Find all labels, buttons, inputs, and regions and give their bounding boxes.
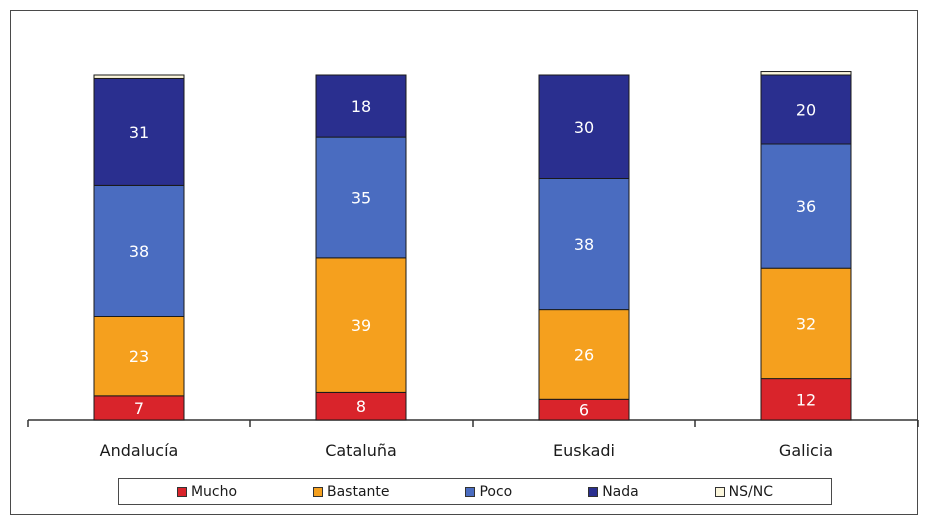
bar-mucho-catalu-a [315, 391, 407, 421]
legend-item-poco: Poco [465, 484, 512, 500]
data-label-mucho-galicia: 12 [796, 390, 816, 409]
bar-nada-catalu-a [315, 74, 407, 138]
bar-bastante-galicia [760, 267, 852, 380]
bar-ns-nc-galicia [760, 71, 852, 76]
legend-item-nada: Nada [588, 484, 639, 500]
x-tick-label-galicia: Galicia [779, 441, 833, 460]
data-label-bastante-catalu-a: 39 [351, 316, 371, 335]
bar-ns-nc-andaluc-a [93, 74, 185, 79]
legend-swatch-nada [588, 486, 599, 497]
data-label-nada-andaluc-a: 31 [129, 123, 149, 142]
bar-nada-andaluc-a [93, 77, 185, 186]
legend-item-mucho: Mucho [176, 483, 238, 500]
legend-swatch-bastante [313, 486, 323, 497]
data-label-bastante-andaluc-a: 23 [129, 347, 149, 366]
data-label-poco-catalu-a: 35 [351, 188, 371, 207]
data-label-mucho-euskadi: 6 [579, 401, 589, 420]
data-label-bastante-euskadi: 26 [574, 345, 594, 364]
data-label-nada-galicia: 20 [796, 101, 816, 120]
legend-label-ns-nc: NS/NC [728, 483, 773, 500]
bar-poco-euskadi [538, 178, 630, 311]
data-label-mucho-andaluc-a: 7 [134, 399, 144, 418]
bar-poco-catalu-a [315, 136, 407, 259]
data-label-poco-euskadi: 38 [574, 235, 594, 254]
data-label-bastante-galicia: 32 [796, 314, 816, 333]
chart-legend: Mucho Bastante Poco Nada NS/NC [118, 478, 832, 505]
bar-bastante-andaluc-a [93, 316, 185, 397]
legend-swatch-poco [465, 486, 476, 497]
bar-poco-galicia [760, 143, 852, 269]
bar-mucho-galicia [760, 378, 852, 421]
legend-item-bastante: Bastante [313, 484, 390, 500]
data-label-poco-andaluc-a: 38 [129, 242, 149, 261]
chart-frame [10, 10, 918, 515]
x-tick-label-euskadi: Euskadi [553, 441, 615, 460]
bar-nada-euskadi [538, 74, 630, 179]
legend-swatch-ns-nc [714, 486, 725, 497]
data-label-mucho-catalu-a: 8 [356, 397, 366, 416]
legend-label-nada: Nada [602, 483, 639, 500]
legend-label-mucho: Mucho [190, 483, 238, 500]
bar-poco-andaluc-a [93, 184, 185, 317]
legend-label-poco: Poco [479, 483, 513, 500]
bar-bastante-euskadi [538, 309, 630, 400]
legend-label-bastante: Bastante [327, 483, 390, 500]
legend-swatch-mucho [176, 486, 187, 497]
x-tick-label-catalu-a: Cataluña [325, 441, 397, 460]
data-label-nada-catalu-a: 18 [351, 97, 371, 116]
x-tick-label-andaluc-a: Andalucía [100, 441, 179, 460]
data-label-poco-galicia: 36 [796, 197, 816, 216]
bar-bastante-catalu-a [315, 257, 407, 393]
data-label-nada-euskadi: 30 [574, 118, 594, 137]
bar-nada-galicia [760, 74, 852, 145]
legend-item-ns-nc: NS/NC [714, 483, 773, 500]
